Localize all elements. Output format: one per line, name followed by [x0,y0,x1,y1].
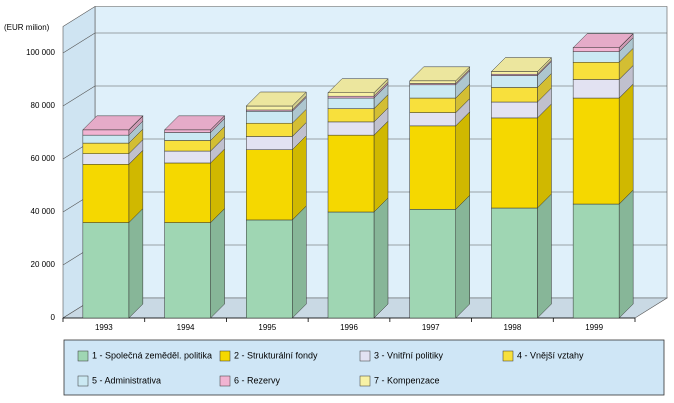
bar-side [128,115,144,131]
bar-segment [491,87,538,103]
y-tick-label: 20 000 [31,260,56,269]
legend-swatch [219,350,231,362]
legend-swatch [219,375,231,387]
bar-segment [572,47,620,52]
bar-segment [246,219,293,319]
bar-side [292,135,307,221]
bar-segment [491,75,538,88]
bar-side [537,193,552,319]
bar-segment [409,84,456,99]
bar-top [490,57,553,72]
bar-segment [409,112,456,127]
legend-label: 4 - Vnější vztahy [517,350,584,360]
legend-label: 2 - Strukturální fondy [234,350,318,360]
bar-segment [164,140,211,152]
x-tick-label: 1998 [504,323,522,332]
bar-segment [164,222,211,319]
bar-side [373,120,389,213]
bar-segment [246,105,293,111]
bar-side [455,111,470,210]
bar-segment [82,134,130,144]
bar-side [618,189,634,319]
x-tick-label: 1994 [177,323,195,332]
bar-segment [164,129,211,133]
bar-segment [409,97,456,113]
bar-segment [246,149,293,221]
legend-swatch [77,350,89,362]
bar-segment [164,150,211,164]
legend-swatch [359,350,371,362]
bar-segment [82,153,130,165]
bar-segment [327,121,375,136]
bar-segment [409,80,456,84]
bar-segment [246,136,293,150]
bar-segment [246,122,293,137]
x-tick-label: 1993 [95,323,113,332]
bar-segment [164,162,211,223]
x-tick-label: 1995 [258,323,276,332]
legend-label: 5 - Administrativa [92,375,161,385]
bar-segment [164,132,211,141]
bar-segment [491,71,538,75]
y-tick-label: 60 000 [31,154,56,163]
legend-box [63,339,665,396]
bar-segment [327,134,375,213]
bar-side [537,103,552,209]
bar-top [409,66,471,82]
bar-side [292,205,307,319]
legend-label: 3 - Vnitřní politiky [374,350,444,360]
bar-segment [82,129,130,136]
bar-side [128,207,144,319]
bar-segment [491,117,538,209]
bar-segment [82,142,130,154]
bar-segment [327,108,375,123]
y-tick-label: 40 000 [31,207,56,216]
bar-segment [572,203,620,319]
grid-line [62,32,96,54]
bar-segment [491,101,538,119]
legend-swatch [502,350,514,362]
bar-side [455,194,470,319]
bar-segment [409,125,456,210]
legend-swatch [359,375,371,387]
bar-segment [572,62,620,80]
bar-side [373,197,389,319]
bar-segment [572,51,620,63]
x-tick-label: 1997 [422,323,440,332]
bar-side [210,115,225,131]
x-tick-label: 1996 [340,323,358,332]
bar-segment [327,211,375,319]
bar-segment [572,79,620,99]
y-tick-label: 100 000 [26,48,55,57]
bar-segment [572,97,620,205]
bar-side [618,83,634,205]
bar-segment [327,95,375,99]
legend-label: 1 - Společná zeměděl. politika [92,350,212,360]
x-tick-label: 1999 [585,323,603,332]
bar-side [618,33,634,48]
bar-segment [491,207,538,319]
bar-top [327,78,389,93]
bar-side [210,207,225,319]
y-axis-label: (EUR milion) [4,23,50,32]
legend: 1 - Společná zeměděl. politika 2 - Strukt… [63,339,665,396]
bar-segment [82,164,130,223]
legend-label: 7 - Kompenzace [374,375,440,385]
grid-line [62,85,96,107]
bar-segment [82,222,130,319]
y-tick-label: 0 [51,313,56,322]
bar-segment [409,209,456,319]
legend-swatch [77,375,89,387]
bar-segment [327,97,375,109]
y-tick-label: 80 000 [31,101,56,110]
bar-top [245,91,307,107]
bar-segment [246,111,293,124]
bar-segment [327,92,375,97]
legend-label: 6 - Rezervy [234,375,281,385]
